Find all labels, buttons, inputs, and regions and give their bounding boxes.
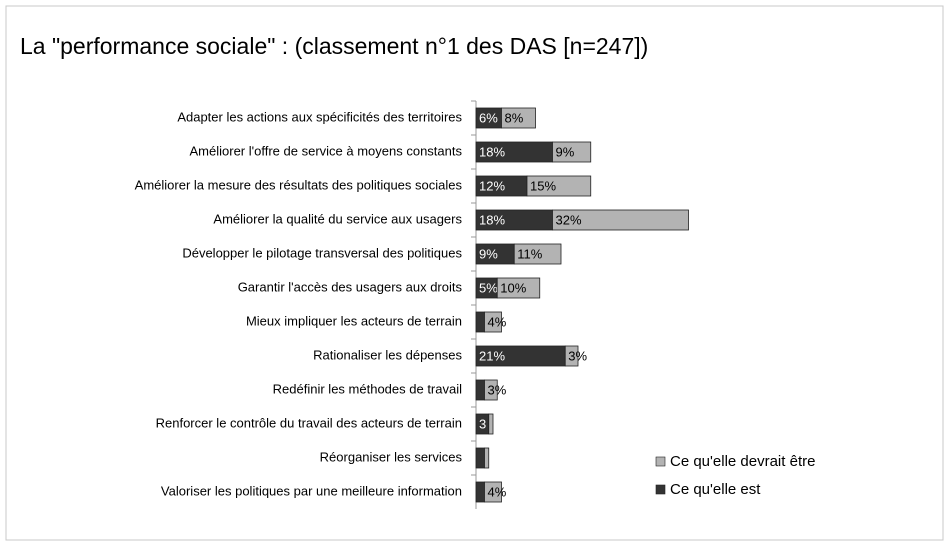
value-label: 15% xyxy=(530,178,556,193)
category-label: Renforcer le contrôle du travail des act… xyxy=(156,415,462,430)
value-label: 32% xyxy=(556,212,582,227)
value-label: 18% xyxy=(479,144,505,159)
value-label: 8% xyxy=(505,110,524,125)
bar-segment xyxy=(475,447,485,469)
legend-label: Ce qu'elle est xyxy=(670,481,761,498)
value-label: 21% xyxy=(479,348,505,363)
frame xyxy=(5,5,944,541)
chart-title: La "performance sociale" : (classement n… xyxy=(20,33,648,59)
category-label: Valoriser les politiques par une meilleu… xyxy=(161,483,462,498)
bar-segment xyxy=(496,277,541,299)
value-label: 6% xyxy=(479,110,498,125)
legend-swatch xyxy=(655,456,666,467)
value-label: 3% xyxy=(488,382,507,397)
category-label: Rationaliser les dépenses xyxy=(313,347,462,362)
value-label: 4% xyxy=(488,314,507,329)
value-label: 3 xyxy=(479,416,486,431)
category-label: Améliorer la qualité du service aux usag… xyxy=(213,211,462,226)
category-label: Adapter les actions aux spécificités des… xyxy=(177,109,462,124)
value-label: 4% xyxy=(488,484,507,499)
category-label: Garantir l'accès des usagers aux droits xyxy=(238,279,463,294)
category-label: Mieux impliquer les acteurs de terrain xyxy=(246,313,462,328)
bar-segment xyxy=(484,311,502,333)
value-label: 18% xyxy=(479,212,505,227)
bar-segment xyxy=(475,379,485,401)
category-label: Améliorer l'offre de service à moyens co… xyxy=(190,143,463,158)
bar-segment xyxy=(484,379,498,401)
bar-segment xyxy=(501,107,536,129)
category-label: Redéfinir les méthodes de travail xyxy=(273,381,462,396)
value-label: 5% xyxy=(479,280,498,295)
value-label: 12% xyxy=(479,178,505,193)
bar-segment xyxy=(484,481,502,503)
bar-segment xyxy=(488,413,494,435)
bar-segment xyxy=(552,141,592,163)
category-label: Améliorer la mesure des résultats des po… xyxy=(135,177,463,192)
bar-segment xyxy=(475,311,485,333)
legend-label: Ce qu'elle devrait être xyxy=(670,453,815,470)
value-label: 9% xyxy=(479,246,498,261)
value-label: 9% xyxy=(556,144,575,159)
bar-segment xyxy=(513,243,562,265)
value-label: 10% xyxy=(500,280,526,295)
bar-segment xyxy=(526,175,592,197)
bar-segment xyxy=(484,447,490,469)
category-label: Développer le pilotage transversal des p… xyxy=(182,245,462,260)
category-label: Réorganiser les services xyxy=(320,449,463,464)
bar-segment xyxy=(564,345,579,367)
bar-segment xyxy=(552,209,689,231)
legend-swatch xyxy=(655,484,666,495)
value-label: 11% xyxy=(517,246,542,261)
value-label: 3% xyxy=(568,348,587,363)
bar-segment xyxy=(475,481,485,503)
